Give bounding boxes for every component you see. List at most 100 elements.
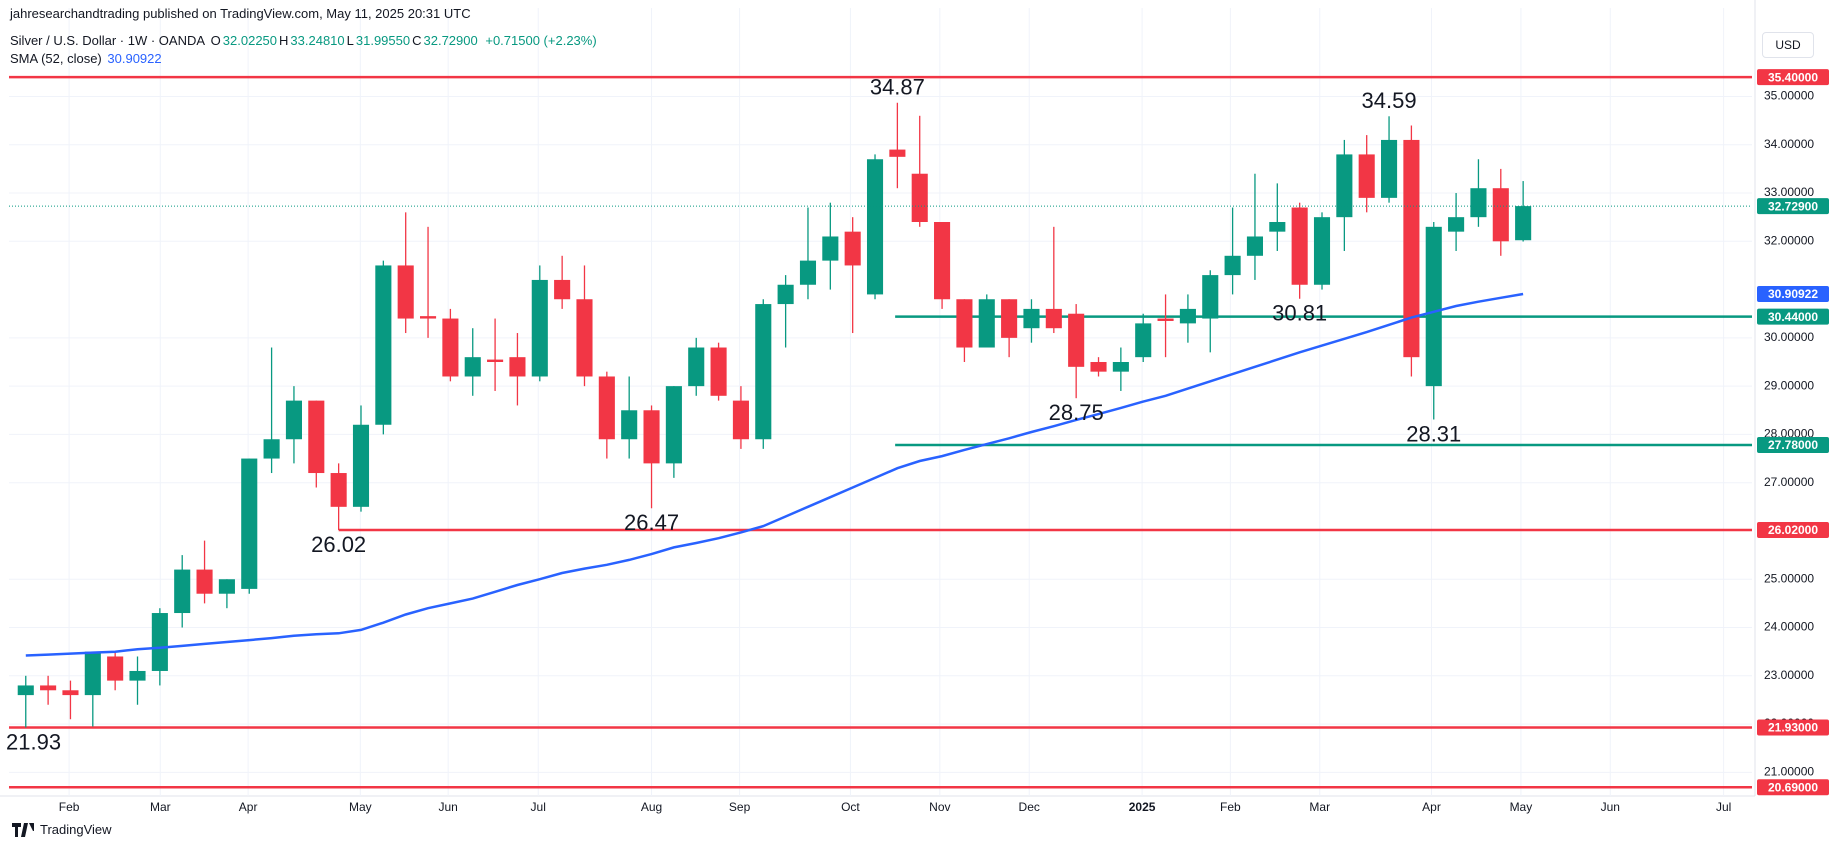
x-tick-label: Mar [150,800,171,814]
annotation: 21.93 [6,729,61,754]
candle-body [755,304,772,440]
candle-body [196,569,213,594]
level-tag-bg [1757,437,1829,454]
candle-body [710,347,727,396]
candle-body [777,284,794,305]
x-tick-label: Jul [531,800,546,814]
y-tick-label: 25.00000 [1764,571,1814,585]
x-tick-label: May [349,800,372,814]
candle-body [1358,154,1375,198]
footer: TradingView [12,822,112,837]
candle-body [844,231,861,266]
x-tick-label: Apr [1422,800,1441,814]
candle-body [1112,362,1129,372]
level-tag: 20.69000 [1768,780,1818,794]
candle-body [1448,217,1465,232]
last-price-tag: 32.72900 [1768,199,1818,213]
annotation: 34.87 [870,75,925,100]
candle-body [1090,362,1107,372]
level-tag-bg [1757,308,1829,325]
x-tick-label: Jun [1601,800,1620,814]
annotation: 26.47 [624,510,679,535]
candle-body [665,386,682,464]
currency-button[interactable]: USD [1762,32,1814,58]
ohlc-key: O [210,33,221,48]
candle-body [576,299,593,377]
candle-body [1492,188,1509,242]
x-tick-label: Apr [239,800,258,814]
y-tick-label: 27.00000 [1764,475,1814,489]
level-tag-bg [1757,719,1829,736]
candle-body [62,690,79,696]
y-tick-label: 23.00000 [1764,668,1814,682]
y-tick-label: 30.00000 [1764,330,1814,344]
candle-body [464,357,481,377]
candle-body [419,316,437,319]
candle-body [352,424,370,507]
y-tick-label: 35.00000 [1764,89,1814,103]
x-tick-label: Mar [1309,800,1330,814]
candle-body [397,265,414,319]
legend-sma: SMA (52, close) 30.90922 [10,51,164,66]
candle-body [1202,275,1219,319]
ohlc-value: 33.24810 [290,33,345,48]
candle-body [1470,188,1487,218]
ohlc-key: C [412,33,422,48]
annotation: 28.31 [1406,421,1461,446]
candle-body [1313,217,1331,285]
ohlc-key: H [279,33,289,48]
sma-name: SMA (52, close) [10,51,102,66]
candle-body [1246,236,1264,256]
legend-main: Silver / U.S. Dollar · 1W · OANDA O 32.02… [10,33,599,48]
candle-body [531,279,548,377]
candle-body [129,670,146,681]
sma-value: 30.90922 [107,51,162,66]
candle-body [509,357,526,377]
sma-tag: 30.90922 [1768,287,1818,301]
candle-body [375,265,392,425]
candle-body [621,410,638,440]
candle-body [1515,206,1532,241]
ohlc-value: 32.72900 [423,33,478,48]
annotation: 26.02 [311,532,366,557]
candle-body [330,473,347,507]
candle-body [799,260,817,285]
candle-body [84,651,101,696]
candle-body [263,439,280,459]
last-price-tag-bg [1757,198,1829,215]
footer-brand: TradingView [40,822,112,837]
candle-body [308,400,325,474]
level-tag-bg [1757,779,1829,796]
x-tick-label: Feb [1220,800,1241,814]
change: +0.71500 (+2.23%) [485,33,597,48]
candle-body [643,410,660,464]
ohlc: O 32.02250 H 33.24810 L 31.99550 C 32.72900 [211,33,480,48]
candle-body [688,347,705,387]
candle-body [1023,308,1040,329]
candle-body [732,400,749,440]
candle-body [1045,308,1062,329]
candle-body [285,400,302,440]
x-tick-label: Feb [59,800,80,814]
x-tick-label: Oct [841,800,860,814]
ohlc-value: 32.02250 [222,33,278,48]
candle-body [598,376,615,440]
level-tag: 26.02000 [1768,523,1818,537]
annotation: 30.81 [1272,301,1327,326]
candle-body [1224,255,1241,276]
symbol: Silver / U.S. Dollar · 1W · OANDA [10,33,206,48]
candle-body [17,685,34,696]
x-tick-label: Jul [1716,800,1731,814]
sma-tag-bg [1757,285,1829,302]
candle-body [487,359,504,362]
candle-body [1179,308,1196,324]
candle-body [1068,313,1085,367]
candle-body [151,613,168,671]
candle-body [889,149,906,157]
candle-body [1135,323,1152,358]
candle-body [442,318,459,377]
candle-body [40,685,57,691]
candle-body [934,222,951,300]
candle-body [1425,226,1442,387]
